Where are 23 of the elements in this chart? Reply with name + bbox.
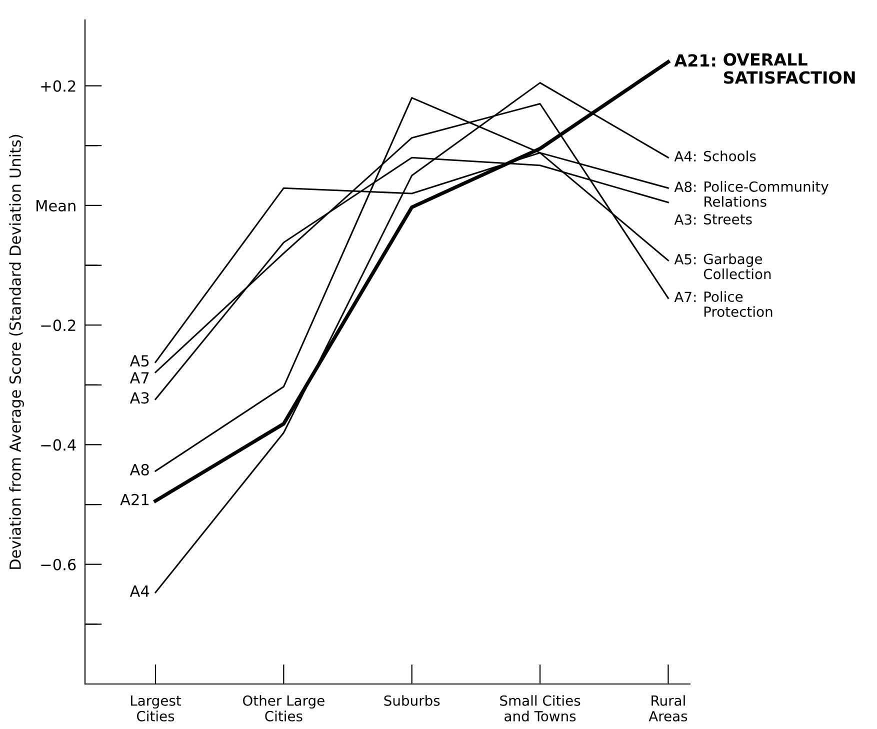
y-tick-label: +0.2 (41, 80, 76, 92)
annotation: A4 (130, 586, 150, 597)
series-label: A7: Police Protection (674, 291, 772, 317)
series-label: A8: Police-Community Relations (674, 181, 828, 207)
x-tick-label: Largest Cities (130, 696, 182, 722)
annotation: A3 (130, 392, 149, 404)
y-tick-label: Mean (36, 200, 76, 212)
y-tick-label: −0.4 (41, 439, 76, 451)
series-label: A4: Schools (674, 150, 756, 162)
x-tick-label: Rural Areas (648, 695, 688, 722)
y-tick-label: −0.6 (41, 558, 76, 570)
x-tick-label: Other Large Cities (242, 695, 324, 722)
x-tick-label: Small Cities and Towns (500, 695, 580, 722)
y-tick-label: −0.2 (41, 320, 76, 332)
annotation: A21 (120, 494, 149, 506)
series-label: A3: Streets (674, 214, 752, 225)
annotation: A8 (130, 464, 149, 476)
x-tick-label: Suburbs (384, 695, 440, 706)
series-label: A21: OVERALL SATISFACTION (674, 53, 855, 84)
y-axis-title: Deviation from Average Score (Standard Deviation Units) (9, 134, 24, 569)
annotation: A7 (130, 372, 149, 384)
annotation: A5 (130, 355, 149, 367)
series-label: A5: Garbage Collection (674, 253, 771, 280)
